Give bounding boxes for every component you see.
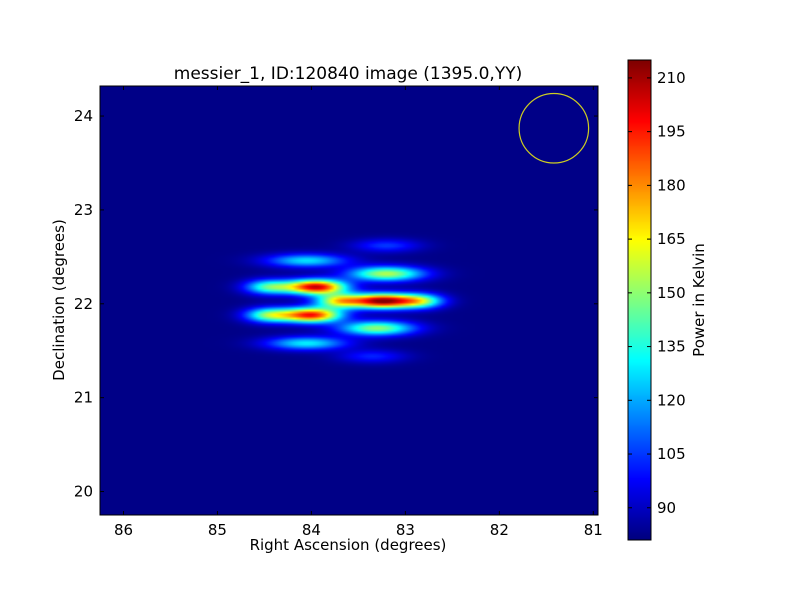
x-tick-label: 85 [208,521,227,539]
colorbar: 90 105 120 135 150 165 180 195 210 Power in Kelv… [627,59,708,541]
beam-circle [518,92,590,164]
y-axis-ticks: 20 21 22 23 24 [74,107,598,501]
plot-area: 86 85 84 83 82 81 20 21 22 23 24 [74,85,603,539]
x-tick-label: 81 [584,521,603,539]
heatmap-image [100,86,598,515]
colorbar-tick-label: 165 [657,230,686,248]
y-axis-label: Declination (degrees) [50,219,68,381]
colorbar-tick-label: 150 [657,284,686,302]
x-axis-ticks: 86 85 84 83 82 81 [114,86,603,539]
colorbar-tick-label: 120 [657,391,686,409]
plot-frame [99,85,599,516]
chart-title: messier_1, ID:120840 image (1395.0,YY) [174,64,522,84]
x-tick-label: 83 [396,521,415,539]
colorbar-gradient [628,60,651,540]
y-tick-label: 23 [74,201,93,219]
colorbar-tick-label: 105 [657,445,686,463]
colorbar-label: Power in Kelvin [690,243,708,357]
x-tick-label: 86 [114,521,133,539]
y-tick-label: 22 [74,295,93,313]
y-tick-label: 21 [74,389,93,407]
y-tick-label: 20 [74,483,93,501]
x-axis-label: Right Ascension (degrees) [250,536,447,554]
colorbar-frame [627,59,652,541]
colorbar-tick-label: 195 [657,123,686,141]
colorbar-ticks: 90 105 120 135 150 165 180 195 210 [628,69,686,517]
colorbar-tick-label: 135 [657,338,686,356]
x-tick-label: 84 [302,521,321,539]
x-tick-label: 82 [490,521,509,539]
colorbar-tick-label: 180 [657,176,686,194]
y-tick-label: 24 [74,107,93,125]
colorbar-tick-label: 90 [657,499,676,517]
colorbar-tick-label: 210 [657,69,686,87]
